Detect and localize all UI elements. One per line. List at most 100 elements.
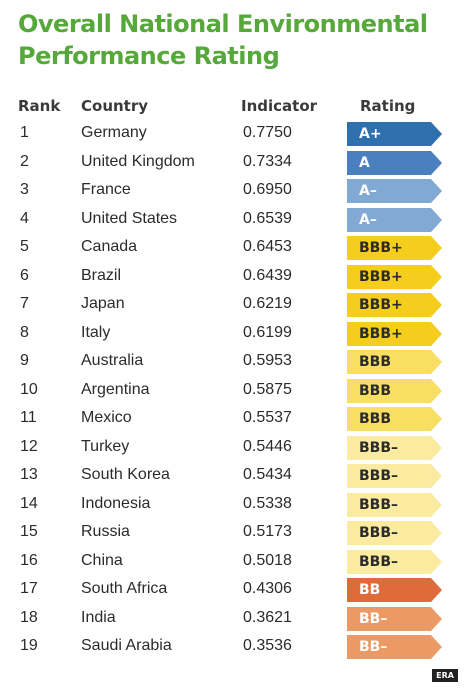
indicator-cell: 0.6199 — [243, 323, 292, 341]
indicator-cell: 0.5953 — [243, 352, 292, 369]
rating-arrow — [347, 179, 442, 203]
rating-label: A+ — [359, 126, 382, 142]
country-cell: Brazil — [81, 266, 122, 284]
header-indicator: Indicator — [241, 97, 318, 115]
rating-badge: BB — [347, 578, 442, 602]
rating-badge: A– — [347, 179, 442, 203]
rating-badge: BB– — [347, 635, 442, 659]
rating-arrow — [347, 150, 442, 175]
rating-badge: A+ — [347, 122, 442, 146]
rating-label: BB– — [359, 610, 388, 627]
indicator-cell: 0.6950 — [243, 181, 292, 198]
rating-arrow — [347, 350, 442, 374]
country-cell: India — [81, 608, 116, 626]
rating-arrow — [347, 578, 442, 602]
rating-arrow-shape — [347, 606, 442, 631]
country-cell: Canada — [81, 238, 138, 255]
rank-cell: 18 — [20, 608, 38, 626]
country-cell: Mexico — [81, 409, 132, 426]
country-cell: China — [81, 551, 123, 569]
rating-arrow-shape — [347, 122, 442, 146]
rating-arrow — [347, 635, 442, 659]
rating-arrow-shape — [347, 321, 442, 346]
indicator-cell: 0.5018 — [243, 551, 292, 569]
rating-arrow-shape — [347, 207, 442, 232]
rank-cell: 15 — [20, 523, 38, 540]
rating-label: A — [359, 154, 370, 171]
rank-cell: 19 — [20, 637, 38, 654]
table-row: 9 Australia 0.5953 BBB — [0, 348, 464, 377]
rank-cell: 8 — [20, 323, 29, 341]
rating-label: BB– — [359, 639, 388, 655]
title-line-2: Performance Rating — [18, 42, 280, 70]
rating-arrow-shape — [347, 264, 442, 289]
indicator-cell: 0.6539 — [243, 209, 292, 227]
country-cell: France — [81, 181, 131, 198]
rating-arrow-shape — [347, 521, 442, 545]
rating-badge: BBB — [347, 407, 442, 431]
indicator-cell: 0.5338 — [243, 494, 292, 512]
table-row: 12 Turkey 0.5446 BBB– — [0, 434, 464, 463]
indicator-cell: 0.6453 — [243, 238, 292, 255]
table-row: 19 Saudi Arabia 0.3536 BB– — [0, 633, 464, 662]
rating-label: BBB+ — [359, 268, 403, 285]
rating-label: BBB — [359, 354, 392, 370]
country-cell: Italy — [81, 323, 111, 341]
rating-badge: BBB– — [347, 492, 442, 517]
rating-arrow-shape — [347, 549, 442, 574]
country-cell: Turkey — [81, 437, 130, 455]
table-row: 1 Germany 0.7750 A+ — [0, 120, 464, 149]
rank-cell: 4 — [20, 209, 29, 227]
rating-badge: A — [347, 150, 442, 175]
rank-cell: 17 — [20, 580, 38, 597]
country-cell: Indonesia — [81, 494, 151, 512]
rating-arrow-shape — [347, 236, 442, 260]
table-row: 7 Japan 0.6219 BBB+ — [0, 291, 464, 320]
rank-cell: 12 — [20, 437, 38, 455]
indicator-cell: 0.7750 — [243, 124, 292, 141]
table-body: 1 Germany 0.7750 A+ 2 United Kingdom 0.7334 A 3 F… — [0, 120, 464, 662]
rating-label: BBB — [359, 382, 392, 399]
rank-cell: 6 — [20, 266, 29, 284]
rating-arrow — [347, 492, 442, 517]
table-row: 18 India 0.3621 BB– — [0, 605, 464, 634]
table-row: 10 Argentina 0.5875 BBB — [0, 377, 464, 406]
rating-badge: A– — [347, 207, 442, 232]
rank-cell: 14 — [20, 494, 38, 512]
indicator-cell: 0.6439 — [243, 266, 292, 284]
rating-label: A– — [359, 211, 377, 228]
table-row: 2 United Kingdom 0.7334 A — [0, 149, 464, 178]
rating-arrow — [347, 207, 442, 232]
table-row: 5 Canada 0.6453 BBB+ — [0, 234, 464, 263]
country-cell: Argentina — [81, 380, 150, 398]
rating-badge: BBB+ — [347, 236, 442, 260]
rank-cell: 10 — [20, 380, 38, 398]
rating-arrow-shape — [347, 435, 442, 460]
rating-label: BBB– — [359, 468, 399, 484]
rating-badge: BBB+ — [347, 321, 442, 346]
header-rank: Rank — [18, 97, 61, 115]
table-row: 6 Brazil 0.6439 BBB+ — [0, 263, 464, 292]
indicator-cell: 0.6219 — [243, 295, 292, 312]
rating-arrow-shape — [347, 150, 442, 175]
rank-cell: 1 — [20, 124, 29, 141]
rating-label: A– — [359, 183, 377, 199]
title-line-1: Overall National Environmental — [18, 10, 428, 38]
indicator-cell: 0.5875 — [243, 380, 292, 398]
rating-arrow — [347, 606, 442, 631]
rank-cell: 13 — [20, 466, 38, 483]
table-row: 13 South Korea 0.5434 BBB– — [0, 462, 464, 491]
rank-cell: 7 — [20, 295, 29, 312]
indicator-cell: 0.3621 — [243, 608, 292, 626]
rating-arrow — [347, 407, 442, 431]
rating-arrow-shape — [347, 350, 442, 374]
table-row: 17 South Africa 0.4306 BB — [0, 576, 464, 605]
rating-arrow-shape — [347, 179, 442, 203]
country-cell: Saudi Arabia — [81, 637, 172, 654]
rating-badge: BB– — [347, 606, 442, 631]
rating-arrow — [347, 122, 442, 146]
rating-label: BBB+ — [359, 240, 403, 256]
header-country: Country — [81, 97, 149, 115]
rating-badge: BBB+ — [347, 264, 442, 289]
country-cell: Australia — [81, 352, 144, 369]
